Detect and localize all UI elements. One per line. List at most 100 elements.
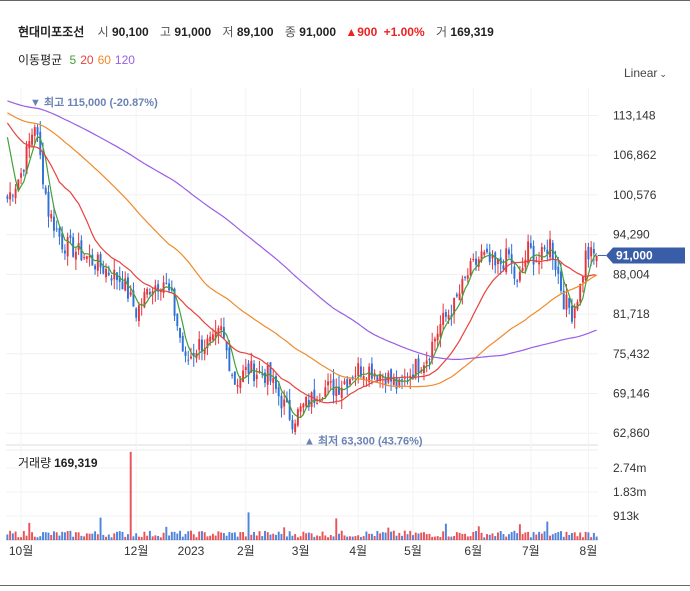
ma-60-line [7,112,597,388]
candle-body [557,266,560,274]
volume-tick-label: 1.83m [613,485,646,499]
volume-bar [127,534,129,540]
volume-bar [310,533,313,540]
x-tick-label: 10월 [9,544,33,558]
candle-body [527,241,530,264]
candle-body [121,281,124,290]
candle-body [469,261,472,276]
candle-body [472,259,475,261]
candle-body [316,402,319,404]
x-tick-label: 12월 [124,544,148,558]
volume-bar [11,533,14,540]
volume-bar [266,532,269,540]
candle-body [442,312,445,325]
candle-body [433,338,436,342]
candle-body [47,191,50,217]
volume-bar [316,535,319,540]
volume-bar [236,536,239,540]
high-label: 고 [160,25,172,39]
volume-bar [47,532,50,540]
candle-body [198,338,201,350]
candle-body [74,251,77,260]
candle-body [551,242,554,261]
candle-body [113,269,116,280]
volume-bar [403,530,406,540]
y-tick-label: 106,862 [613,148,657,162]
candle-body [546,249,549,255]
volume-bar [285,536,288,540]
moving-average-legend[interactable]: 이동평균 5 20 60 120 [18,51,139,68]
candle-body [368,366,371,383]
volume-bar [107,534,110,540]
volume-bar [376,530,379,540]
candle-body [349,379,351,385]
candle-body [453,297,456,315]
candle-body [143,291,146,308]
candle-body [461,278,464,294]
volume-bar [305,533,308,540]
volume-bar [392,530,395,540]
volume-bar [592,532,595,540]
candle-body [532,246,535,265]
candle-body [299,406,302,412]
volume-bar [148,530,151,540]
candle-body [99,254,102,268]
volume-bar [129,451,132,540]
volume-bar [275,534,277,540]
volume-bar [72,536,75,540]
open-value: 90,100 [111,25,149,39]
volume-bar [31,532,33,540]
candle-body [307,399,310,408]
candle-body [587,246,590,260]
volume-bar [39,536,42,540]
candle-body [58,228,61,237]
volume-bar [568,534,571,540]
candle-body [69,235,72,239]
volume-bar [486,534,488,540]
high-value: 91,000 [174,25,212,39]
volume-bar [447,536,450,540]
candle-body [228,347,231,372]
x-tick-label: 8월 [580,544,598,558]
candle-body [595,255,598,262]
candle-body [288,400,291,420]
candle-body [36,127,39,135]
candle-body [110,278,113,281]
candle-body [313,389,316,403]
volume-bar [442,531,445,540]
candle-body [439,324,442,337]
candle-body [464,276,467,278]
y-tick-label: 100,576 [613,188,657,202]
candle-body [395,377,398,389]
volume-bar [480,532,483,540]
candle-body [521,268,524,271]
volume-bar [222,533,225,540]
volume-bar [261,536,264,540]
volume-bar [272,533,275,540]
candle-body [505,248,508,273]
ma-60-label: 60 [97,53,111,67]
volume-bar [338,533,340,540]
y-tick-label: 69,146 [613,387,650,401]
volume-bar [362,536,365,540]
volume-bar [414,532,417,540]
volume-bar [420,532,423,540]
volume-bar [332,536,335,540]
x-tick-label: 2월 [237,544,255,558]
volume-bar [562,536,565,540]
volume-bar [455,532,458,540]
x-tick-label: 4월 [349,544,367,558]
volume-bar [518,524,521,540]
volume-bar [102,534,105,540]
close-value: 91,000 [299,25,336,39]
volume-bar [151,536,154,540]
scale-type-dropdown[interactable]: Linear ⌄ [624,66,667,80]
volume-bar [165,526,168,540]
candle-body [428,359,431,361]
candle-body [579,283,582,302]
volume-bar [477,526,480,540]
volume-bar [94,531,97,540]
volume-bar [209,535,212,540]
volume-bar [554,532,557,540]
